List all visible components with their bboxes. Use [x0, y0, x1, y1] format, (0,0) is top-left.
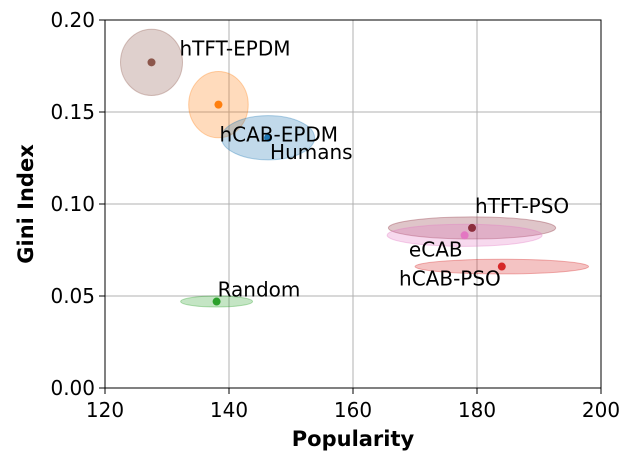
data-point — [497, 262, 506, 271]
point-label: hCAB-PSO — [399, 267, 501, 291]
x-tick-label: 160 — [334, 398, 372, 422]
x-tick-label: 120 — [86, 398, 124, 422]
data-point — [147, 58, 156, 67]
data-point — [468, 223, 477, 232]
point-label: hTFT-PSO — [475, 194, 569, 218]
y-tick-label: 0.15 — [50, 100, 95, 124]
x-axis-ticks: 120 140 160 180 200 — [86, 388, 620, 422]
y-tick-label: 0.00 — [50, 376, 95, 400]
data-point — [214, 100, 223, 109]
data-point — [460, 231, 469, 240]
y-axis-ticks: 0.00 0.05 0.10 0.15 0.20 — [50, 8, 105, 400]
y-axis-label: Gini Index — [14, 144, 38, 264]
point-label: eCAB — [409, 237, 463, 261]
data-points — [147, 58, 506, 306]
y-tick-label: 0.05 — [50, 284, 95, 308]
y-tick-label: 0.10 — [50, 192, 95, 216]
point-label: hCAB-EPDM — [219, 123, 338, 147]
point-label: Humans — [270, 140, 353, 164]
x-axis-label: Popularity — [292, 427, 415, 451]
y-tick-label: 0.20 — [50, 8, 95, 32]
point-label: Random — [218, 278, 301, 302]
x-tick-label: 200 — [582, 398, 620, 422]
point-label: hTFT-EPDM — [180, 36, 291, 60]
spread-ellipses — [120, 28, 590, 308]
data-point — [212, 297, 221, 306]
x-tick-label: 180 — [458, 398, 496, 422]
x-tick-label: 140 — [210, 398, 248, 422]
data-point — [264, 133, 273, 142]
